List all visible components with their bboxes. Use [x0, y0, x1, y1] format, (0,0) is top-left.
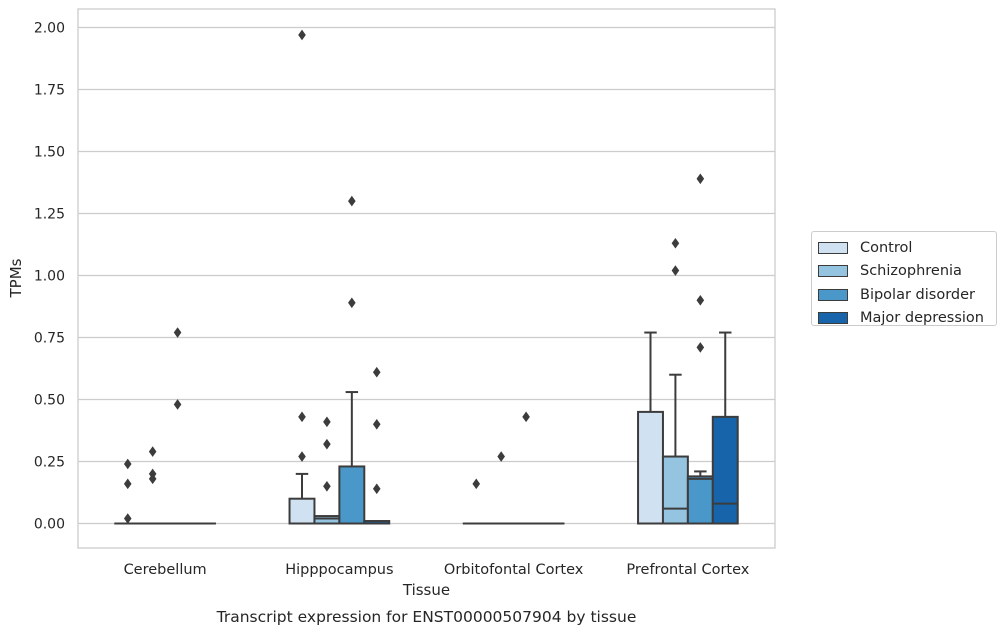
- plot-frame: [77, 8, 776, 549]
- x-tick-label: Cerebellum: [124, 562, 207, 578]
- outlier-point: [323, 416, 331, 428]
- box-2-0: [462, 478, 490, 525]
- legend-swatch: [818, 312, 848, 325]
- outlier-point: [671, 237, 680, 249]
- legend-label: Major depression: [860, 310, 984, 327]
- legend-swatch: [818, 288, 848, 301]
- x-tick-label: Orbitofontal Cortex: [444, 562, 584, 578]
- outlier-point: [323, 438, 331, 450]
- legend-swatch: [818, 265, 848, 278]
- y-tick-label: 1.75: [34, 83, 65, 99]
- outlier-point: [372, 419, 381, 430]
- y-tick-label: 1.50: [34, 145, 65, 161]
- outlier-point: [298, 29, 306, 41]
- outlier-point: [173, 399, 182, 410]
- outlier-point: [671, 265, 680, 276]
- legend: Control Schizophrenia Bipolar disorder M…: [811, 231, 997, 326]
- outlier-point: [497, 451, 505, 462]
- box-0-1: [139, 446, 167, 525]
- box-plots: [114, 29, 739, 525]
- y-tick-label: 0.25: [34, 455, 65, 471]
- legend-label: Bipolar disorder: [860, 286, 975, 303]
- box-3-0: [637, 331, 664, 525]
- x-tick-labels: Cerebellum Hipppocampus Orbitofontal Corte…: [124, 562, 750, 578]
- outlier-point: [372, 366, 381, 378]
- outlier-point: [123, 478, 132, 490]
- outlier-point: [696, 342, 705, 353]
- box-1-2: [338, 195, 366, 525]
- box-2-2: [512, 411, 540, 525]
- legend-swatch: [818, 241, 848, 254]
- outlier-point: [372, 483, 381, 495]
- box-0-0: [114, 458, 142, 525]
- box-1-3: [363, 366, 391, 525]
- y-tick-labels: 0.00 0.25 0.50 0.75 1.00 1.25 1.50 1.75 2.00: [34, 21, 65, 533]
- x-tick-label: Hipppocampus: [285, 562, 393, 578]
- y-tick-label: 1.00: [34, 269, 65, 285]
- box-3-2: [686, 173, 714, 525]
- outlier-point: [472, 478, 481, 490]
- y-tick-label: 0.00: [34, 517, 65, 533]
- outlier-point: [323, 481, 331, 492]
- legend-label: Schizophrenia: [860, 263, 962, 280]
- box-3-3: [711, 331, 739, 525]
- x-axis-label: Tissue: [402, 581, 450, 599]
- box-body: [686, 475, 714, 525]
- outlier-point: [173, 327, 182, 338]
- outlier-point: [348, 195, 356, 207]
- outlier-point: [123, 458, 132, 470]
- x-tick-label: Prefrontal Cortex: [626, 562, 749, 578]
- outlier-point: [148, 473, 157, 485]
- y-tick-label: 2.00: [34, 21, 65, 37]
- legend-item-bipolar-disorder: Bipolar disorder: [818, 283, 996, 307]
- chart-caption: Transcript expression for ENST0000050790…: [216, 608, 637, 626]
- box-1-1: [313, 416, 341, 525]
- outlier-point: [696, 295, 705, 306]
- outlier-point: [348, 297, 356, 309]
- box-body: [711, 415, 739, 525]
- outlier-point: [298, 411, 306, 423]
- box-body: [338, 465, 366, 525]
- outlier-point: [148, 446, 157, 457]
- box-body: [313, 515, 341, 525]
- outlier-point: [522, 411, 530, 423]
- y-axis-label: TPMs: [7, 258, 25, 298]
- outlier-point: [696, 173, 705, 185]
- gridlines: [78, 26, 775, 525]
- legend-item-schizophrenia: Schizophrenia: [818, 260, 996, 284]
- y-tick-label: 1.25: [34, 207, 65, 223]
- y-tick-label: 0.75: [34, 331, 65, 347]
- box-body: [637, 410, 664, 525]
- box-1-0: [288, 29, 316, 525]
- outlier-point: [123, 513, 132, 524]
- outlier-point: [298, 451, 306, 462]
- legend-item-major-depression: Major depression: [818, 307, 996, 331]
- box-3-1: [661, 237, 689, 525]
- legend-label: Control: [860, 239, 913, 256]
- box-body: [661, 455, 689, 525]
- box-0-2: [164, 327, 192, 525]
- legend-item-control: Control: [818, 236, 996, 260]
- y-tick-label: 0.50: [34, 393, 65, 409]
- box-body: [288, 497, 316, 525]
